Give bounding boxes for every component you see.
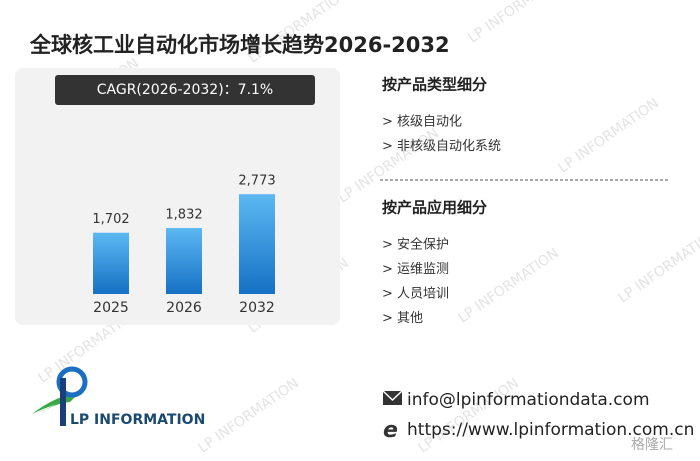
cagr-box	[55, 75, 315, 105]
segment-item: > 安全保护	[382, 237, 449, 253]
bar	[239, 194, 275, 294]
segment-item: > 非核级自动化系统	[382, 139, 501, 154]
watermark: LP INFORMATION	[455, 245, 562, 326]
segment-item: > 其他	[382, 311, 423, 326]
x-tick-label: 2032	[239, 300, 275, 316]
email: info@lpinformationdata.com	[407, 390, 650, 410]
segment-item: > 核级自动化	[382, 115, 462, 130]
watermark: LP INFORMATION	[555, 95, 662, 176]
website: https://www.lpinformation.com.cn	[407, 420, 694, 440]
x-tick-label: 2025	[93, 300, 129, 316]
segment-title: 按产品类型细分	[382, 76, 487, 94]
bars: 1,702 2025 1,832 2026 2,773 2032	[92, 174, 275, 316]
value-label: 2,773	[238, 174, 275, 189]
bar	[166, 228, 202, 294]
chart-title: 全球核工业自动化市场增长趋势2026-2032	[29, 33, 450, 57]
x-tick-label: 2026	[166, 300, 202, 316]
bar	[93, 232, 129, 294]
watermark: LP INFORMATION	[195, 375, 302, 456]
watermark: LP INFORMATION	[415, 375, 522, 456]
cagr-label: CAGR(2026-2032)：7.1%	[97, 82, 273, 98]
watermark: LP INFORMATION	[465, 0, 572, 47]
logo-text: LP INFORMATION	[70, 412, 205, 428]
value-label: 1,702	[92, 212, 129, 227]
corner-mark: 格隆汇	[631, 437, 673, 453]
web-icon: e	[383, 418, 398, 443]
segment-item: > 运维监测	[382, 262, 449, 277]
watermark: LP INFORMATION	[335, 125, 442, 206]
logo: LP INFORMATION	[30, 366, 205, 428]
value-label: 1,832	[165, 208, 202, 223]
watermark: LP INFORMATION	[615, 225, 700, 306]
segment-title: 按产品应用细分	[382, 199, 487, 217]
segment-item: > 人员培训	[382, 286, 449, 302]
